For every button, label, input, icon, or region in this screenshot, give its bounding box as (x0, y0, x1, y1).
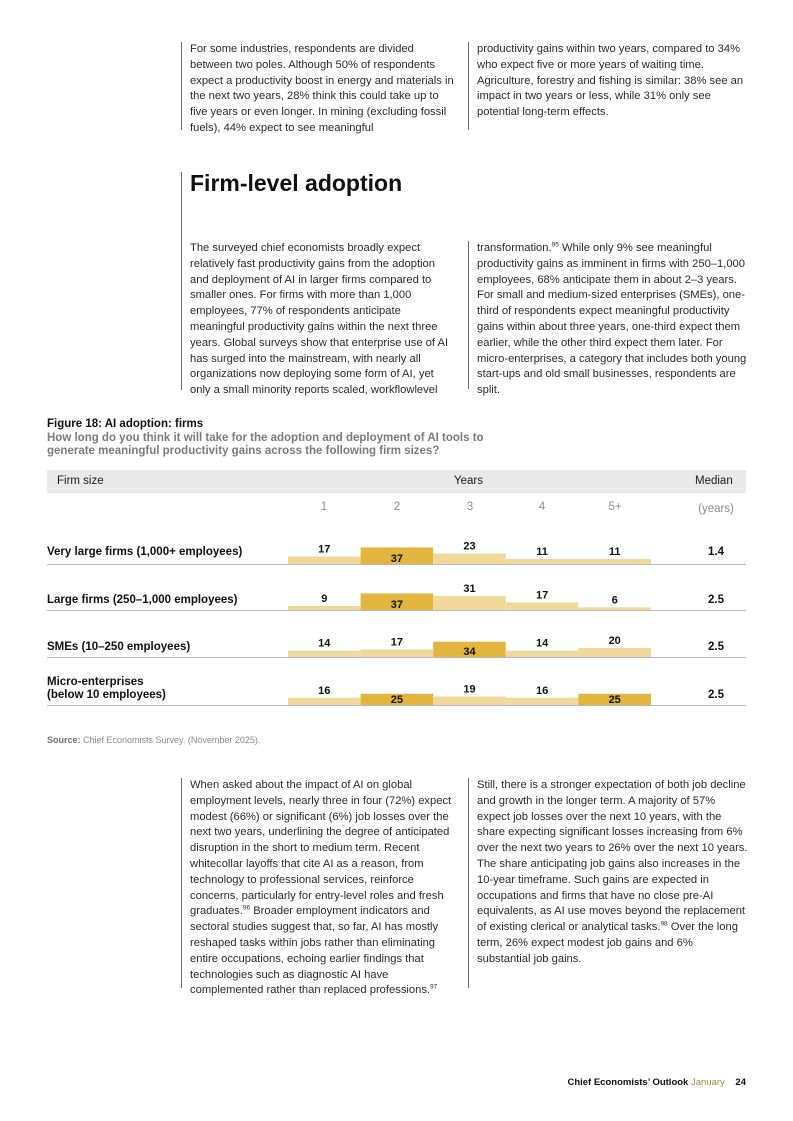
bar-value-label: 37 (391, 599, 403, 611)
year-label-4: 4 (538, 501, 546, 513)
footer-title: Chief Economists’ Outlook (567, 1077, 689, 1088)
figure-subtitle: How long do you think it will take for t… (47, 432, 484, 457)
bar-value-label: 23 (463, 541, 475, 553)
year-label-3: 3 (466, 501, 474, 513)
bar-value-label: 25 (609, 694, 621, 706)
bar-row3-col1 (288, 650, 361, 657)
footnote-ref: 98 (660, 920, 668, 928)
bar-value-label: 25 (391, 694, 403, 706)
bar-value-label: 9 (321, 593, 327, 605)
bar-row2-col2 (360, 593, 434, 611)
bar-value-label: 34 (463, 646, 476, 658)
median-value: 2.5 (708, 689, 724, 701)
median-value: 2.5 (708, 594, 724, 606)
bar-row1-col4 (505, 559, 579, 564)
bottom-left-paragraph: When asked about the impact of AI on glo… (190, 779, 452, 997)
mid-left-paragraph: The surveyed chief economists broadly ex… (190, 242, 449, 397)
column-rule (181, 42, 182, 130)
bar-value-label: 20 (609, 635, 621, 647)
column-rule (181, 778, 182, 988)
bar-row2-col1 (288, 606, 361, 610)
mid-right-paragraph: transformation.95 While only 9% see mean… (477, 241, 747, 397)
bar-row2-col3 (433, 596, 506, 610)
row-divider (47, 705, 746, 706)
bar-row1-col3 (433, 553, 506, 564)
column-rule (468, 241, 469, 389)
row-label-very-large: Very large firms (1,000+ employees) (47, 546, 243, 558)
bar-row1-col1 (288, 556, 361, 565)
footnote-ref: 97 (430, 983, 438, 991)
header-median: Median (695, 475, 733, 487)
row-label-micro-line2: (below 10 employees) (47, 688, 166, 701)
bar-row2-col5 (578, 607, 651, 610)
bar-row1-col2 (360, 547, 434, 565)
bar-value-label: 11 (536, 546, 548, 558)
bar-value-label: 11 (609, 546, 621, 558)
figure-title: Figure 18: AI adoption: firms (47, 418, 204, 430)
year-label-1: 1 (320, 501, 328, 513)
top-left-paragraph: For some industries, respondents are div… (190, 43, 454, 134)
bar-value-label: 14 (536, 638, 549, 650)
bar-row4-col1 (288, 697, 361, 705)
bar-row3-col2 (360, 649, 434, 658)
bar-value-label: 14 (318, 638, 331, 650)
bar-value-label: 19 (463, 684, 475, 696)
bar-value-label: 6 (612, 594, 618, 606)
row-label-micro: Micro-enterprises (below 10 employees) (47, 676, 166, 701)
bar-value-label: 16 (318, 685, 330, 697)
bar-value-label: 17 (318, 543, 330, 555)
bar-row3-col5 (578, 648, 651, 657)
bottom-right-paragraph: Still, there is a stronger expectation o… (477, 779, 748, 965)
bar-value-label: 37 (391, 553, 403, 565)
bar-value-label: 17 (391, 636, 403, 648)
row-label-large: Large firms (250–1,000 employees) (47, 594, 238, 606)
median-value: 1.4 (708, 546, 724, 558)
column-rule (468, 778, 469, 988)
row-label-sme: SMEs (10–250 employees) (47, 641, 191, 653)
bar-row4-col5 (578, 693, 651, 706)
bar-value-label: 16 (536, 685, 548, 697)
bar-row1-col5 (578, 559, 651, 564)
year-label-5plus: 5+ (608, 501, 622, 513)
bar-value-label: 17 (536, 589, 548, 601)
bar-row3-col3 (433, 641, 506, 657)
header-years: Years (454, 475, 483, 487)
year-label-2: 2 (393, 501, 401, 513)
bar-row3-col4 (505, 650, 579, 657)
page-number: 24 (735, 1077, 746, 1088)
footnote-ref: 95 (551, 241, 559, 249)
heading-rule (181, 172, 182, 390)
column-rule (468, 42, 469, 130)
row-divider (47, 564, 746, 565)
footnote-ref: 96 (242, 904, 251, 912)
header-firm-size: Firm size (57, 475, 104, 487)
top-right-paragraph: productivity gains within two years, com… (477, 43, 744, 119)
median-unit: (years) (698, 503, 734, 515)
footer-month: January (690, 1077, 725, 1088)
figure-source: Source: Chief Economists Survey. (Novemb… (47, 735, 261, 745)
bar-row4-col2 (360, 693, 434, 706)
row-divider (47, 610, 746, 611)
table-header-band (47, 470, 746, 493)
section-heading: Firm-level adoption (190, 170, 403, 196)
row-label-micro-line1: Micro-enterprises (47, 676, 144, 688)
row-divider (47, 657, 746, 658)
bar-row4-col4 (505, 697, 579, 705)
bar-value-label: 31 (463, 583, 475, 595)
bar-row2-col4 (505, 602, 579, 611)
median-value: 2.5 (708, 641, 724, 653)
bar-row4-col3 (433, 696, 506, 706)
page-footer: Chief Economists’ Outlook January 24 (567, 1077, 746, 1088)
